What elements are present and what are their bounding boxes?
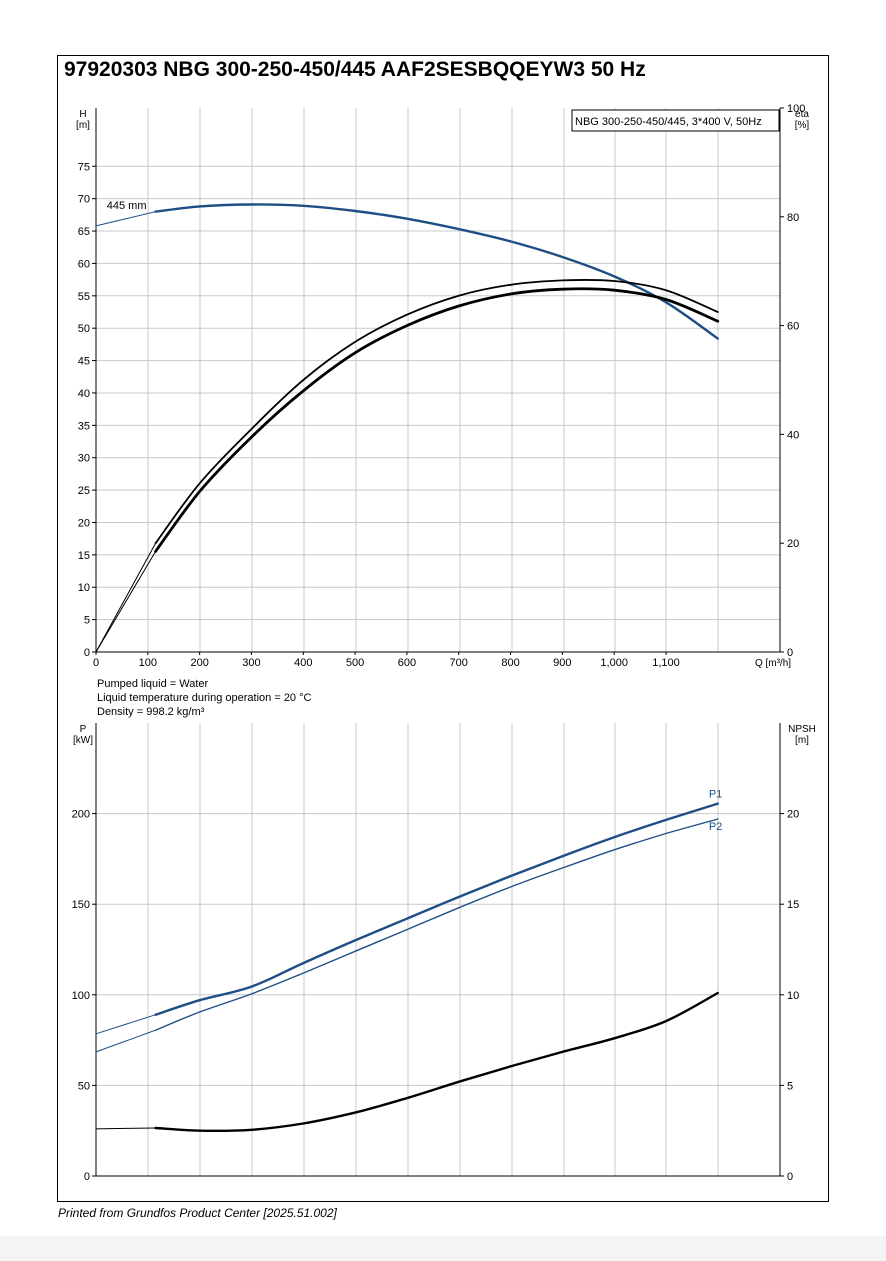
y-right-tick-label: 80 <box>787 212 799 224</box>
y-left-tick-label: 15 <box>78 550 90 562</box>
series-line <box>154 991 719 1133</box>
x-tick-label: 0 <box>93 657 99 669</box>
series-line <box>154 287 720 553</box>
y-left-tick-label: 0 <box>84 1171 90 1183</box>
legend-box-text: NBG 300-250-450/445, 3*400 V, 50Hz <box>575 116 762 128</box>
y-left-tick-label: 10 <box>78 582 90 594</box>
curve-annotation: 445 mm <box>107 200 147 212</box>
y-right-tick-label: 20 <box>787 538 799 550</box>
x-tick-label: 800 <box>501 657 519 669</box>
y-right-tick-label: 10 <box>787 990 799 1002</box>
x-tick-label: 900 <box>553 657 571 669</box>
y-left-tick-label: 30 <box>78 453 90 465</box>
y-right-axis-title: NPSH <box>788 724 816 735</box>
y-right-tick-label: 40 <box>787 429 799 441</box>
series-line <box>154 278 719 545</box>
y-right-tick-label: 100 <box>787 103 805 115</box>
legend-box <box>571 109 780 132</box>
x-tick-label: 1,000 <box>600 657 628 669</box>
y-left-tick-label: 100 <box>72 990 90 1002</box>
series-extension-line <box>95 542 157 653</box>
y-left-tick-label: 40 <box>78 388 90 400</box>
y-left-tick-label: 60 <box>78 258 90 270</box>
series-extension-line <box>95 1127 156 1130</box>
series-label: P2 <box>709 821 722 833</box>
x-tick-label: 200 <box>190 657 208 669</box>
y-right-tick-label: 20 <box>787 809 799 821</box>
y-left-tick-label: 25 <box>78 485 90 497</box>
x-axis-title: Q [m³/h] <box>755 658 791 669</box>
y-left-tick-label: 75 <box>78 161 90 173</box>
y-left-tick-label: 5 <box>84 615 90 627</box>
document-frame <box>57 55 829 1202</box>
series-line <box>154 203 719 340</box>
series-line <box>154 802 719 1016</box>
series-extension-line <box>95 211 156 227</box>
density-text: Density = 998.2 kg/m³ <box>97 706 205 718</box>
y-right-tick-label: 0 <box>787 1171 793 1183</box>
y-right-axis-title: eta <box>795 109 809 120</box>
y-right-tick-label: 60 <box>787 321 799 333</box>
x-tick-label: 700 <box>450 657 468 669</box>
x-tick-label: 1,100 <box>652 657 680 669</box>
x-tick-label: 300 <box>242 657 260 669</box>
y-left-tick-label: 70 <box>78 194 90 206</box>
x-tick-label: 400 <box>294 657 312 669</box>
y-right-axis-unit: [m] <box>795 735 809 746</box>
footer-note: Printed from Grundfos Product Center [20… <box>58 1206 337 1220</box>
y-left-tick-label: 45 <box>78 356 90 368</box>
y-right-tick-label: 15 <box>787 899 799 911</box>
y-left-axis-title: P <box>80 724 87 735</box>
y-left-tick-label: 35 <box>78 420 90 432</box>
series-extension-line <box>95 551 157 653</box>
series-extension-line <box>95 1014 156 1035</box>
y-left-tick-label: 150 <box>72 899 90 911</box>
y-left-axis-unit: [m] <box>76 120 90 131</box>
series-label: P1 <box>709 789 722 801</box>
y-left-axis-title: H <box>79 109 86 120</box>
pumped-liquid-text: Pumped liquid = Water <box>97 678 209 690</box>
y-left-tick-label: 20 <box>78 517 90 529</box>
y-left-tick-label: 65 <box>78 226 90 238</box>
series-line <box>154 818 719 1031</box>
y-right-tick-label: 0 <box>787 647 793 659</box>
y-right-axis-unit: [%] <box>795 120 810 131</box>
y-left-tick-label: 50 <box>78 323 90 335</box>
x-tick-label: 500 <box>346 657 364 669</box>
y-left-tick-label: 55 <box>78 291 90 303</box>
y-left-tick-label: 50 <box>78 1080 90 1092</box>
series-extension-line <box>95 1029 156 1053</box>
y-left-tick-label: 200 <box>72 809 90 821</box>
y-left-tick-label: 0 <box>84 647 90 659</box>
page-title: 97920303 NBG 300-250-450/445 AAF2SESBQQE… <box>64 58 646 81</box>
y-left-axis-unit: [kW] <box>73 735 93 746</box>
x-tick-label: 100 <box>139 657 157 669</box>
y-right-tick-label: 5 <box>787 1080 793 1092</box>
x-tick-label: 600 <box>398 657 416 669</box>
liquid-temperature-text: Liquid temperature during operation = 20… <box>97 692 312 704</box>
